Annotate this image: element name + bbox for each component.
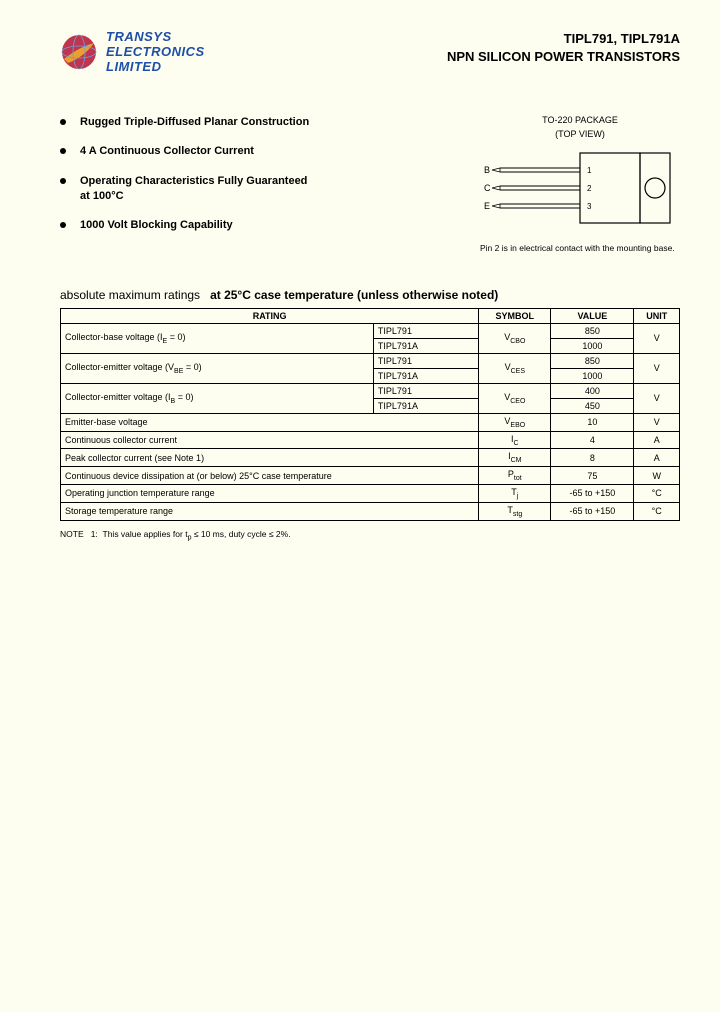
globe-icon <box>60 33 98 71</box>
cell-symbol: Ptot <box>479 467 551 485</box>
cell-symbol: ICM <box>479 449 551 467</box>
table-row: Collector-emitter voltage (VBE = 0) TIPL… <box>61 353 680 368</box>
cell-unit: V <box>634 413 680 431</box>
cell-value: 850 <box>551 323 634 338</box>
cell-unit: A <box>634 431 680 449</box>
package-note: Pin 2 is in electrical contact with the … <box>480 243 680 253</box>
cell-rating: Emitter-base voltage <box>61 413 479 431</box>
bullet-icon <box>60 222 66 228</box>
cell-rating: Collector-base voltage (IE = 0) <box>61 323 374 353</box>
features-section: Rugged Triple-Diffused Planar Constructi… <box>60 115 680 253</box>
feature-text: 4 A Continuous Collector Current <box>80 144 254 159</box>
cell-value: 1000 <box>551 368 634 383</box>
cell-symbol: Tstg <box>479 502 551 520</box>
feature-item: Operating Characteristics Fully Guarante… <box>60 174 310 205</box>
cell-part: TIPL791 <box>373 353 478 368</box>
cell-unit: V <box>634 383 680 413</box>
cell-value: 4 <box>551 431 634 449</box>
cell-part: TIPL791 <box>373 383 478 398</box>
title: TIPL791, TIPL791A NPN SILICON POWER TRAN… <box>447 30 680 66</box>
svg-text:1: 1 <box>587 166 592 175</box>
cell-rating: Collector-emitter voltage (VBE = 0) <box>61 353 374 383</box>
table-row: Operating junction temperature range Tj … <box>61 485 680 503</box>
ratings-heading-a: absolute maximum ratings <box>60 288 200 302</box>
logo: TRANSYS ELECTRONICS LIMITED <box>60 30 205 75</box>
package-label2: (TOP VIEW) <box>480 129 680 139</box>
table-row: Continuous device dissipation at (or bel… <box>61 467 680 485</box>
cell-rating: Operating junction temperature range <box>61 485 479 503</box>
cell-value: 1000 <box>551 338 634 353</box>
cell-unit: °C <box>634 485 680 503</box>
to220-icon: B C E 1 2 3 <box>480 143 680 233</box>
cell-symbol: VCES <box>479 353 551 383</box>
table-header-row: RATING SYMBOL VALUE UNIT <box>61 308 680 323</box>
footnote: NOTE 1: This value applies for tp ≤ 10 m… <box>60 529 680 542</box>
header: TRANSYS ELECTRONICS LIMITED TIPL791, TIP… <box>60 30 680 75</box>
table-row: Peak collector current (see Note 1) ICM … <box>61 449 680 467</box>
bullet-icon <box>60 148 66 154</box>
table-row: Continuous collector current IC 4 A <box>61 431 680 449</box>
logo-line1: TRANSYS <box>106 30 205 45</box>
cell-value: 10 <box>551 413 634 431</box>
feature-text: 1000 Volt Blocking Capability <box>80 218 233 233</box>
cell-part: TIPL791A <box>373 338 478 353</box>
title-line2: NPN SILICON POWER TRANSISTORS <box>447 48 680 66</box>
cell-rating: Storage temperature range <box>61 502 479 520</box>
package-label1: TO-220 PACKAGE <box>480 115 680 125</box>
cell-symbol: IC <box>479 431 551 449</box>
cell-unit: V <box>634 323 680 353</box>
cell-rating: Continuous collector current <box>61 431 479 449</box>
cell-symbol: Tj <box>479 485 551 503</box>
bullet-icon <box>60 178 66 184</box>
svg-text:E: E <box>484 201 490 211</box>
cell-rating: Continuous device dissipation at (or bel… <box>61 467 479 485</box>
svg-text:2: 2 <box>587 184 592 193</box>
feature-text: Operating Characteristics Fully Guarante… <box>80 174 310 205</box>
cell-part: TIPL791A <box>373 398 478 413</box>
bullet-icon <box>60 119 66 125</box>
svg-text:3: 3 <box>587 202 592 211</box>
title-line1: TIPL791, TIPL791A <box>447 30 680 48</box>
cell-part: TIPL791A <box>373 368 478 383</box>
svg-text:C: C <box>484 183 491 193</box>
cell-value: -65 to +150 <box>551 485 634 503</box>
cell-value: 400 <box>551 383 634 398</box>
col-unit: UNIT <box>634 308 680 323</box>
cell-symbol: VCBO <box>479 323 551 353</box>
svg-text:B: B <box>484 165 490 175</box>
feature-text: Rugged Triple-Diffused Planar Constructi… <box>80 115 309 130</box>
col-rating: RATING <box>61 308 479 323</box>
ratings-heading-b: at 25°C case temperature (unless otherwi… <box>210 288 498 302</box>
table-row: Collector-base voltage (IE = 0) TIPL791 … <box>61 323 680 338</box>
cell-symbol: VCEO <box>479 383 551 413</box>
cell-part: TIPL791 <box>373 323 478 338</box>
col-value: VALUE <box>551 308 634 323</box>
logo-text: TRANSYS ELECTRONICS LIMITED <box>106 30 205 75</box>
logo-line3: LIMITED <box>106 60 205 75</box>
cell-symbol: VEBO <box>479 413 551 431</box>
cell-value: 850 <box>551 353 634 368</box>
table-row: Storage temperature range Tstg -65 to +1… <box>61 502 680 520</box>
cell-unit: A <box>634 449 680 467</box>
cell-unit: °C <box>634 502 680 520</box>
table-row: Collector-emitter voltage (IB = 0) TIPL7… <box>61 383 680 398</box>
cell-rating: Collector-emitter voltage (IB = 0) <box>61 383 374 413</box>
feature-item: Rugged Triple-Diffused Planar Constructi… <box>60 115 310 130</box>
cell-value: 450 <box>551 398 634 413</box>
cell-unit: V <box>634 353 680 383</box>
cell-value: 75 <box>551 467 634 485</box>
cell-value: -65 to +150 <box>551 502 634 520</box>
cell-unit: W <box>634 467 680 485</box>
feature-item: 4 A Continuous Collector Current <box>60 144 310 159</box>
ratings-heading: absolute maximum ratings at 25°C case te… <box>60 288 680 302</box>
table-row: Emitter-base voltage VEBO 10 V <box>61 413 680 431</box>
package-diagram: TO-220 PACKAGE (TOP VIEW) B C E 1 2 <box>480 115 680 253</box>
feature-item: 1000 Volt Blocking Capability <box>60 218 310 233</box>
cell-value: 8 <box>551 449 634 467</box>
logo-line2: ELECTRONICS <box>106 45 205 60</box>
col-symbol: SYMBOL <box>479 308 551 323</box>
ratings-table: RATING SYMBOL VALUE UNIT Collector-base … <box>60 308 680 521</box>
cell-rating: Peak collector current (see Note 1) <box>61 449 479 467</box>
feature-list: Rugged Triple-Diffused Planar Constructi… <box>60 115 310 248</box>
